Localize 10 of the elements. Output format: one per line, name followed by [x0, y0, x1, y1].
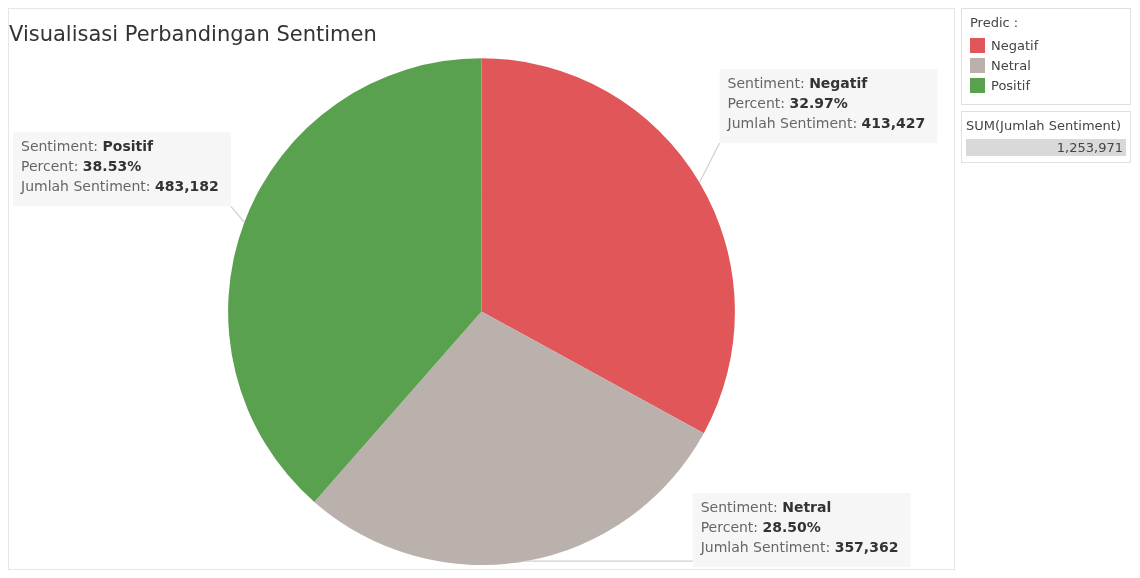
legend-label: Netral [991, 58, 1031, 73]
text: SUM(Jumlah Sentiment) [966, 118, 1122, 133]
text: Visualisasi Perbandingan Sentimen [9, 22, 377, 47]
legend-label: Positif [991, 78, 1030, 93]
text: Sentiment: Negatif Percent: 32.97% Jumlah Sentiment: 413,427 [727, 74, 926, 131]
text: 1,253,971 [966, 139, 1126, 156]
text: Sentiment: Positif Percent: 38.53% Jumlah Sentiment: 483,182 [21, 138, 219, 194]
legend-title: Predic : [970, 15, 1020, 30]
text: Sentiment: Netral Percent: 28.50% Jumlah Sentiment: 357,362 [700, 498, 899, 555]
legend-label: Negatif [991, 38, 1039, 53]
